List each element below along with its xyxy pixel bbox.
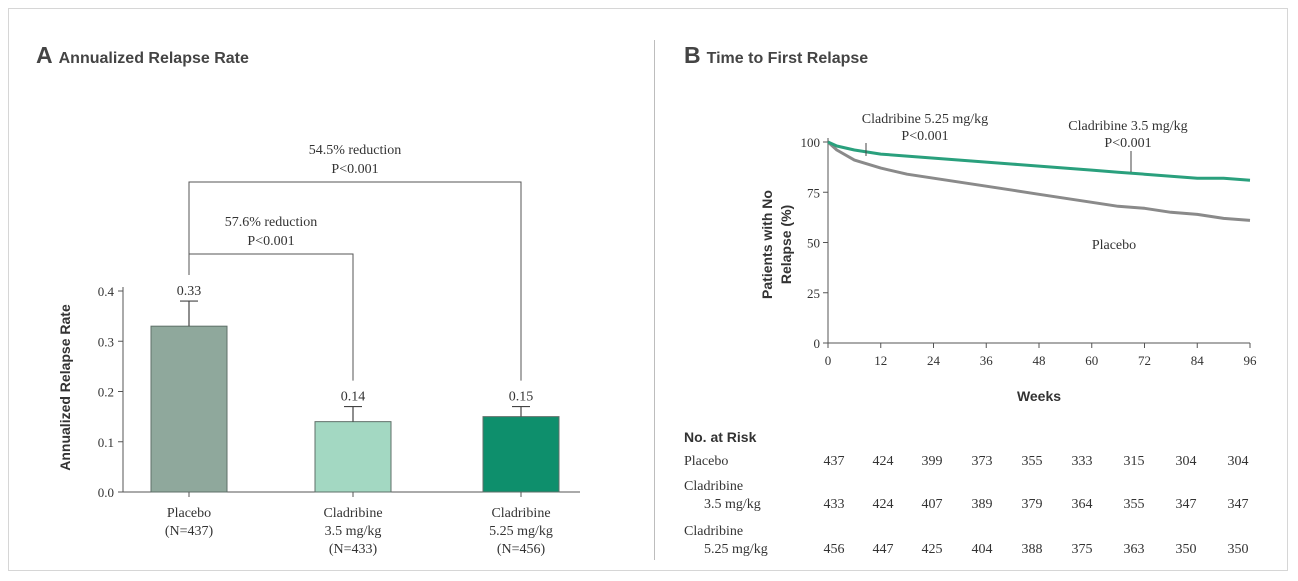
risk-cell: 433 xyxy=(824,497,845,512)
x-axis-title: Weeks xyxy=(1017,388,1061,404)
y-tick-label: 0.3 xyxy=(98,334,114,349)
risk-cell: 379 xyxy=(1022,497,1043,512)
y-tick-label: 100 xyxy=(801,135,821,150)
risk-cell: 456 xyxy=(824,542,845,557)
x-tick-label: 48 xyxy=(1033,353,1046,368)
risk-row-label: Cladribine xyxy=(684,524,743,539)
x-tick-label: 96 xyxy=(1244,353,1258,368)
panel-divider xyxy=(654,40,655,560)
risk-cell: 399 xyxy=(922,454,943,469)
x-tick-label: 72 xyxy=(1138,353,1151,368)
y-tick-label: 25 xyxy=(807,286,820,301)
risk-row-label-dose: 5.25 mg/kg xyxy=(704,542,768,557)
comparison-pvalue: P<0.001 xyxy=(247,234,294,249)
km-curve xyxy=(827,140,1251,182)
risk-table-header: No. at Risk xyxy=(684,429,757,445)
category-label: Placebo xyxy=(167,506,211,521)
bar-value-label: 0.14 xyxy=(341,390,366,405)
risk-cell: 304 xyxy=(1176,454,1197,469)
bar xyxy=(482,416,560,493)
bar xyxy=(150,325,228,493)
y-axis-title-line1: Patients with No xyxy=(759,190,775,299)
panel-b-title: B Time to First Relapse xyxy=(684,42,868,69)
comparison-label: 54.5% reduction xyxy=(309,143,402,158)
y-axis-title-line2: Relapse (%) xyxy=(778,205,794,284)
curve-annotation: Placebo xyxy=(1092,238,1136,253)
y-tick-label: 0 xyxy=(814,336,821,351)
risk-cell: 425 xyxy=(922,542,943,557)
risk-row-label: Cladribine xyxy=(684,479,743,494)
bar-value-label: 0.15 xyxy=(509,390,534,405)
km-curve xyxy=(826,140,1251,222)
bar-value-label: 0.33 xyxy=(177,284,202,299)
risk-cell: 424 xyxy=(873,454,894,469)
x-tick-label: 12 xyxy=(874,353,887,368)
risk-cell: 304 xyxy=(1228,454,1249,469)
x-tick-label: 36 xyxy=(980,353,994,368)
risk-cell: 350 xyxy=(1176,542,1197,557)
risk-cell: 447 xyxy=(873,542,894,557)
comparison-label: 57.6% reduction xyxy=(225,215,318,230)
risk-cell: 333 xyxy=(1072,454,1093,469)
category-label: (N=456) xyxy=(497,542,546,557)
bar-chart-annualized-relapse: 0.0 0.1 0.2 0.3 0.4 Annualized Relapse Rate 0.… xyxy=(57,143,580,557)
risk-cell: 373 xyxy=(972,454,993,469)
x-tick-label: 24 xyxy=(927,353,941,368)
panel-a-title: A Annualized Relapse Rate xyxy=(36,42,249,69)
panel-b-letter: B xyxy=(684,42,701,68)
y-tick-label: 0.0 xyxy=(98,485,114,500)
risk-cell: 389 xyxy=(972,497,993,512)
risk-cell: 375 xyxy=(1072,542,1093,557)
risk-cell: 424 xyxy=(873,497,894,512)
curve-annotation-pvalue: P<0.001 xyxy=(901,129,948,144)
y-axis-title: Annualized Relapse Rate xyxy=(57,304,73,471)
y-tick-label: 50 xyxy=(807,236,820,251)
y-tick-label: 75 xyxy=(807,185,820,200)
x-tick-label: 0 xyxy=(825,353,832,368)
category-label: 3.5 mg/kg xyxy=(325,524,382,539)
risk-cell: 388 xyxy=(1022,542,1043,557)
y-tick-label: 0.2 xyxy=(98,385,114,400)
panel-a-letter: A xyxy=(36,42,53,68)
risk-cell: 437 xyxy=(824,454,845,469)
risk-cell: 347 xyxy=(1228,497,1249,512)
comparison-pvalue: P<0.001 xyxy=(331,162,378,177)
curve-annotation: Cladribine 5.25 mg/kg xyxy=(862,112,988,127)
y-tick-label: 0.4 xyxy=(98,284,115,299)
panel-b-title-text: Time to First Relapse xyxy=(706,50,869,67)
category-label: (N=437) xyxy=(165,524,214,539)
curve-annotation: Cladribine 3.5 mg/kg xyxy=(1068,119,1187,134)
category-label: Cladribine xyxy=(323,506,382,521)
comparison-bracket xyxy=(188,181,522,381)
y-tick-label: 0.1 xyxy=(98,435,114,450)
risk-cell: 347 xyxy=(1176,497,1197,512)
risk-cell: 315 xyxy=(1124,454,1145,469)
risk-cell: 355 xyxy=(1124,497,1145,512)
category-label: (N=433) xyxy=(329,542,378,557)
category-label: Cladribine xyxy=(491,506,550,521)
category-label: 5.25 mg/kg xyxy=(489,524,553,539)
risk-cell: 355 xyxy=(1022,454,1043,469)
panel-a-title-text: Annualized Relapse Rate xyxy=(58,50,249,67)
risk-cell: 363 xyxy=(1124,542,1145,557)
risk-cell: 404 xyxy=(972,542,993,557)
risk-cell: 407 xyxy=(922,497,943,512)
curve-annotation-pvalue: P<0.001 xyxy=(1104,136,1151,151)
risk-row-label: Placebo xyxy=(684,454,728,469)
risk-cell: 350 xyxy=(1228,542,1249,557)
x-tick-label: 84 xyxy=(1191,353,1205,368)
risk-row-label-dose: 3.5 mg/kg xyxy=(704,497,761,512)
risk-cell: 364 xyxy=(1072,497,1093,512)
x-tick-label: 60 xyxy=(1085,353,1098,368)
